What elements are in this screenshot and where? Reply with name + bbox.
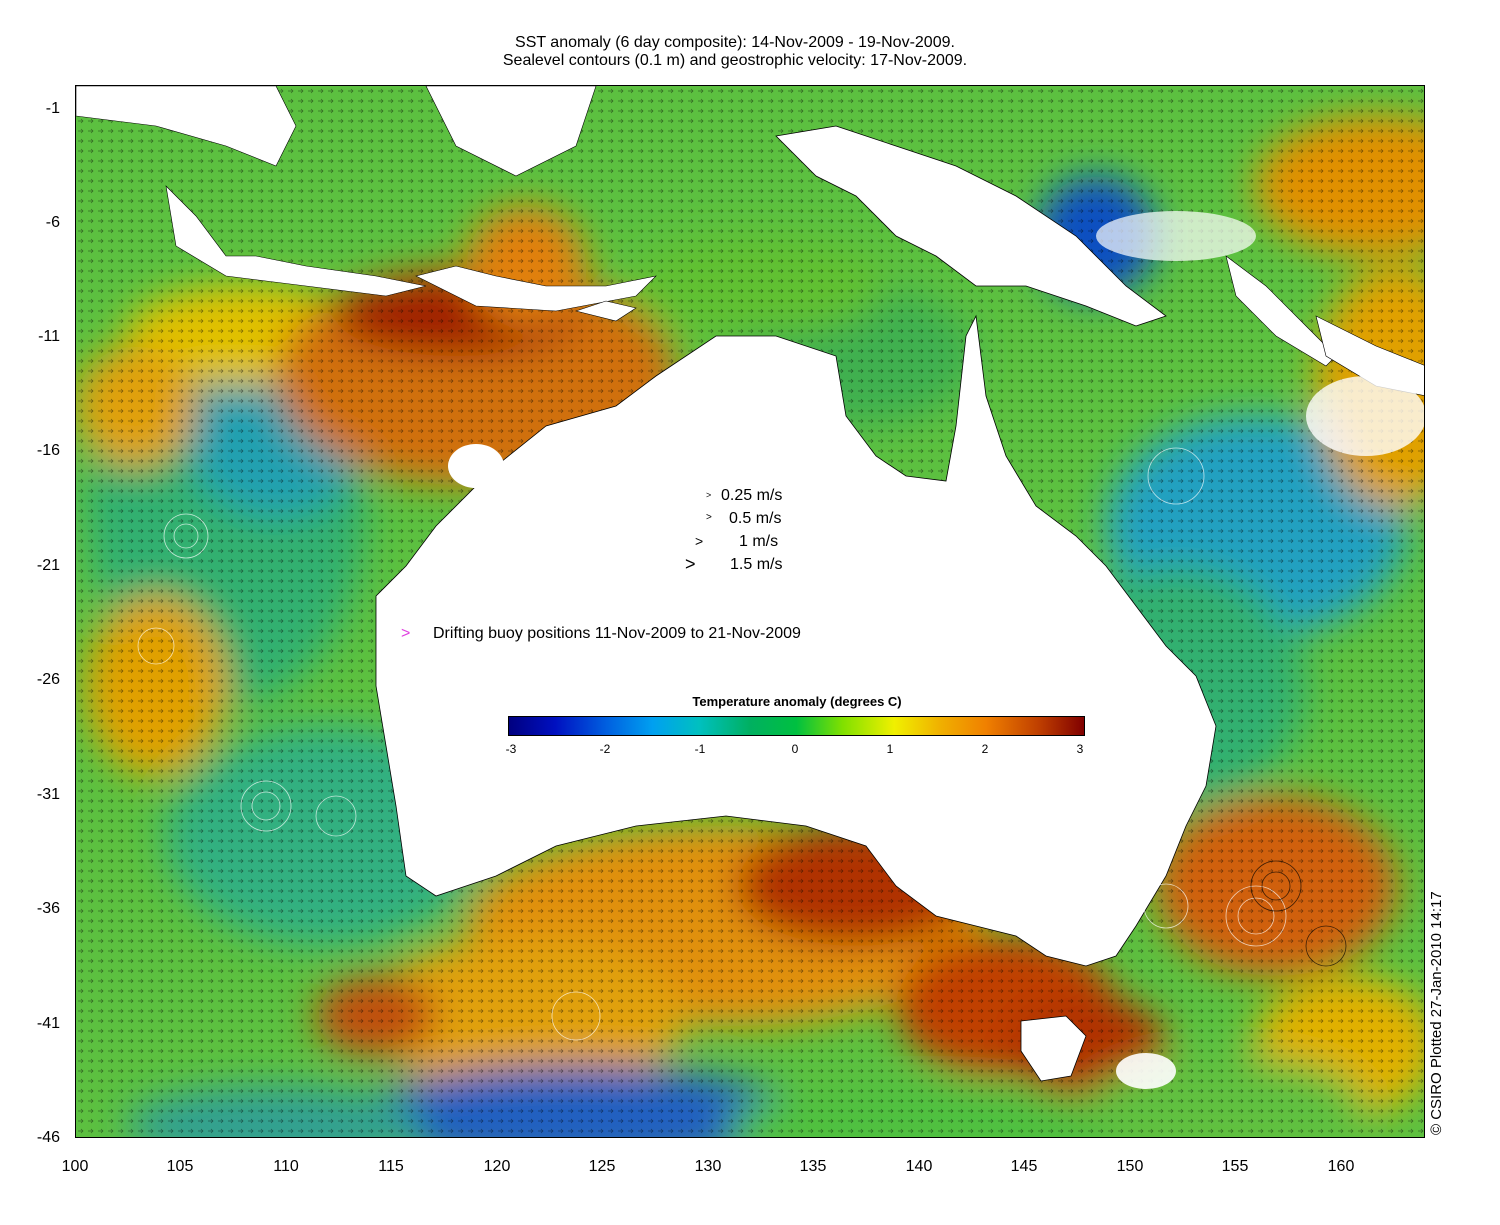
x-tick-label: 110 (273, 1158, 299, 1175)
y-tick-label: -36 (36, 900, 60, 917)
x-tick-label: 150 (1116, 1158, 1144, 1175)
colorbar-tick: -2 (599, 742, 611, 756)
buoy-legend-label: Drifting buoy positions 11-Nov-2009 to 2… (433, 625, 801, 642)
chart-title-line2: Sealevel contours (0.1 m) and geostrophi… (502, 52, 968, 69)
x-tick-label: 115 (378, 1158, 404, 1175)
map-plot-area: > 0.25 m/s > 0.5 m/s > 1 m/s > 1.5 m/s >… (75, 85, 1425, 1138)
velocity-legend-1: > 1 m/s (695, 533, 779, 551)
y-tick-label: -6 (45, 214, 60, 231)
x-tick-label: 140 (905, 1158, 933, 1175)
x-tick-label: 125 (588, 1158, 616, 1175)
velocity-label: 1 m/s (739, 533, 779, 550)
copyright-text: © CSIRO Plotted 27-Jan-2010 14:17 (1428, 891, 1445, 1135)
colorbar-title: Temperature anomaly (degrees C) (692, 694, 902, 709)
x-tick-label: 155 (1221, 1158, 1249, 1175)
x-tick-label: 100 (61, 1158, 89, 1175)
x-tick-label: 105 (166, 1158, 194, 1175)
velocity-label: 0.5 m/s (729, 510, 782, 527)
chart-title-line1: SST anomaly (6 day composite): 14-Nov-20… (515, 34, 955, 51)
buoy-marker-icon: > (401, 625, 411, 642)
colorbar-tick: 3 (1076, 742, 1084, 756)
buoy-legend: > Drifting buoy positions 11-Nov-2009 to… (401, 625, 801, 643)
velocity-legend-0.25: > 0.25 m/s (706, 487, 783, 505)
colorbar-tick: -1 (694, 742, 706, 756)
arrow-xlarge-icon: > (685, 554, 696, 574)
sst-anomaly-map (76, 86, 1424, 1137)
velocity-legend-0.5: > 0.5 m/s (706, 510, 782, 528)
colorbar (508, 716, 1085, 736)
colorbar-tick: -3 (505, 742, 517, 756)
y-tick-label: -41 (36, 1015, 60, 1032)
y-tick-label: -11 (38, 328, 60, 345)
arrow-medium-icon: > (706, 512, 712, 523)
arrow-large-icon: > (695, 533, 704, 549)
copyright-notice: © CSIRO Plotted 27-Jan-2010 14:17 (1428, 891, 1445, 1151)
x-tick-label: 130 (694, 1158, 722, 1175)
velocity-legend-1.5: > 1.5 m/s (685, 554, 783, 574)
y-tick-label: -21 (36, 557, 60, 574)
velocity-label: 0.25 m/s (721, 487, 783, 504)
x-tick-label: 120 (483, 1158, 511, 1175)
y-tick-label: -26 (36, 671, 60, 688)
colorbar-tick: 0 (791, 742, 799, 756)
x-tick-label: 160 (1327, 1158, 1355, 1175)
y-tick-label: -31 (36, 786, 60, 803)
colorbar-tick: 1 (886, 742, 894, 756)
x-tick-label: 145 (1010, 1158, 1038, 1175)
arrow-small-icon: > (706, 490, 712, 500)
x-tick-label: 135 (799, 1158, 827, 1175)
y-tick-label: -16 (36, 442, 60, 459)
y-tick-label: -1 (45, 100, 60, 117)
colorbar-tick: 2 (981, 742, 989, 756)
velocity-label: 1.5 m/s (730, 556, 783, 573)
y-tick-label: -46 (36, 1129, 60, 1146)
